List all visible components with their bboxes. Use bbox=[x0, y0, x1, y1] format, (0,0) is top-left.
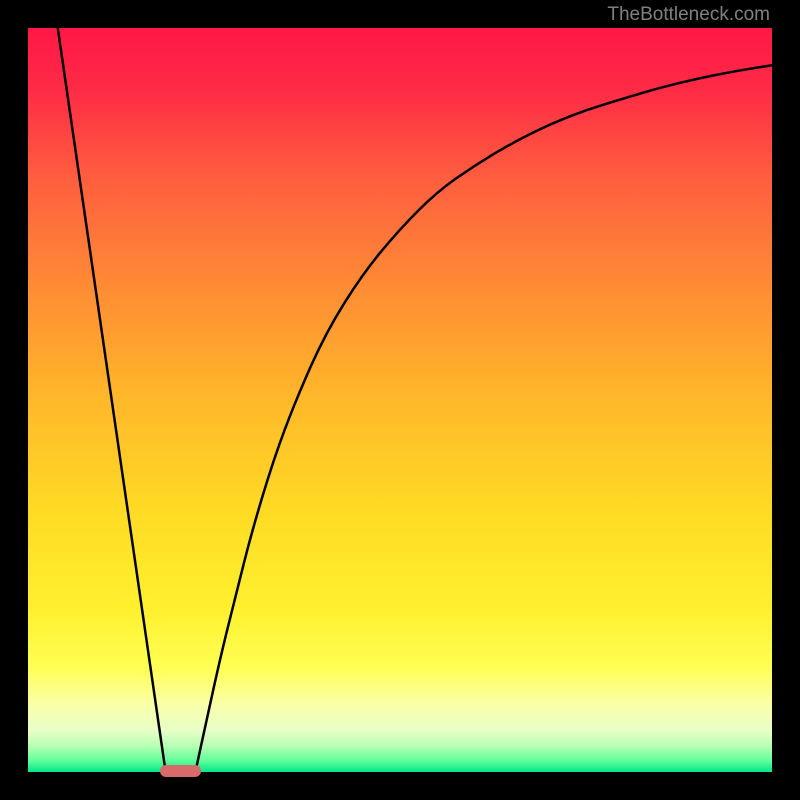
bottleneck-marker bbox=[160, 765, 201, 777]
right-curve bbox=[195, 65, 772, 772]
left-line bbox=[58, 28, 166, 772]
watermark-text: TheBottleneck.com bbox=[607, 4, 770, 26]
chart-container: TheBottleneck.com bbox=[0, 0, 800, 800]
curves-layer bbox=[28, 28, 772, 772]
plot-area bbox=[28, 28, 772, 772]
